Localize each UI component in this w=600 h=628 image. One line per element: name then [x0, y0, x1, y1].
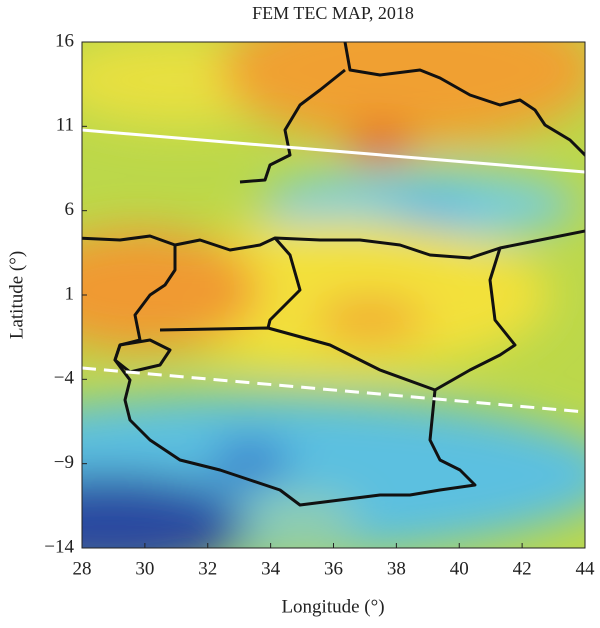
border [82, 229, 585, 260]
border [266, 237, 302, 329]
y-tick-label: −4 [54, 368, 75, 389]
y-tick-label: 6 [65, 199, 75, 220]
x-tick-label: 32 [198, 558, 217, 579]
equator-line [82, 128, 585, 174]
y-tick-label: 11 [56, 115, 74, 136]
border [239, 68, 346, 184]
x-tick-label: 40 [450, 558, 469, 579]
y-tick-label: −9 [54, 452, 74, 473]
border [434, 247, 517, 392]
dip-line [82, 366, 585, 414]
x-axis-label: Longitude (°) [281, 596, 384, 617]
y-tick-label: 1 [65, 283, 75, 304]
border [343, 42, 585, 158]
border [113, 338, 172, 374]
y-axis-label: Latitude (°) [6, 251, 27, 339]
x-tick-label: 30 [135, 558, 154, 579]
x-tick-label: 42 [513, 558, 532, 579]
x-tick-label: 28 [73, 558, 92, 579]
y-tick-label: 16 [55, 30, 74, 51]
border [113, 245, 477, 507]
x-tick-label: 34 [261, 558, 281, 579]
heatmap [82, 42, 585, 548]
chart-title: FEM TEC MAP, 2018 [252, 3, 414, 23]
border [159, 326, 436, 392]
x-tick-label: 38 [387, 558, 406, 579]
x-tick-label: 36 [324, 558, 343, 579]
y-tick-label: −14 [44, 536, 74, 557]
x-tick-label: 44 [576, 558, 596, 579]
